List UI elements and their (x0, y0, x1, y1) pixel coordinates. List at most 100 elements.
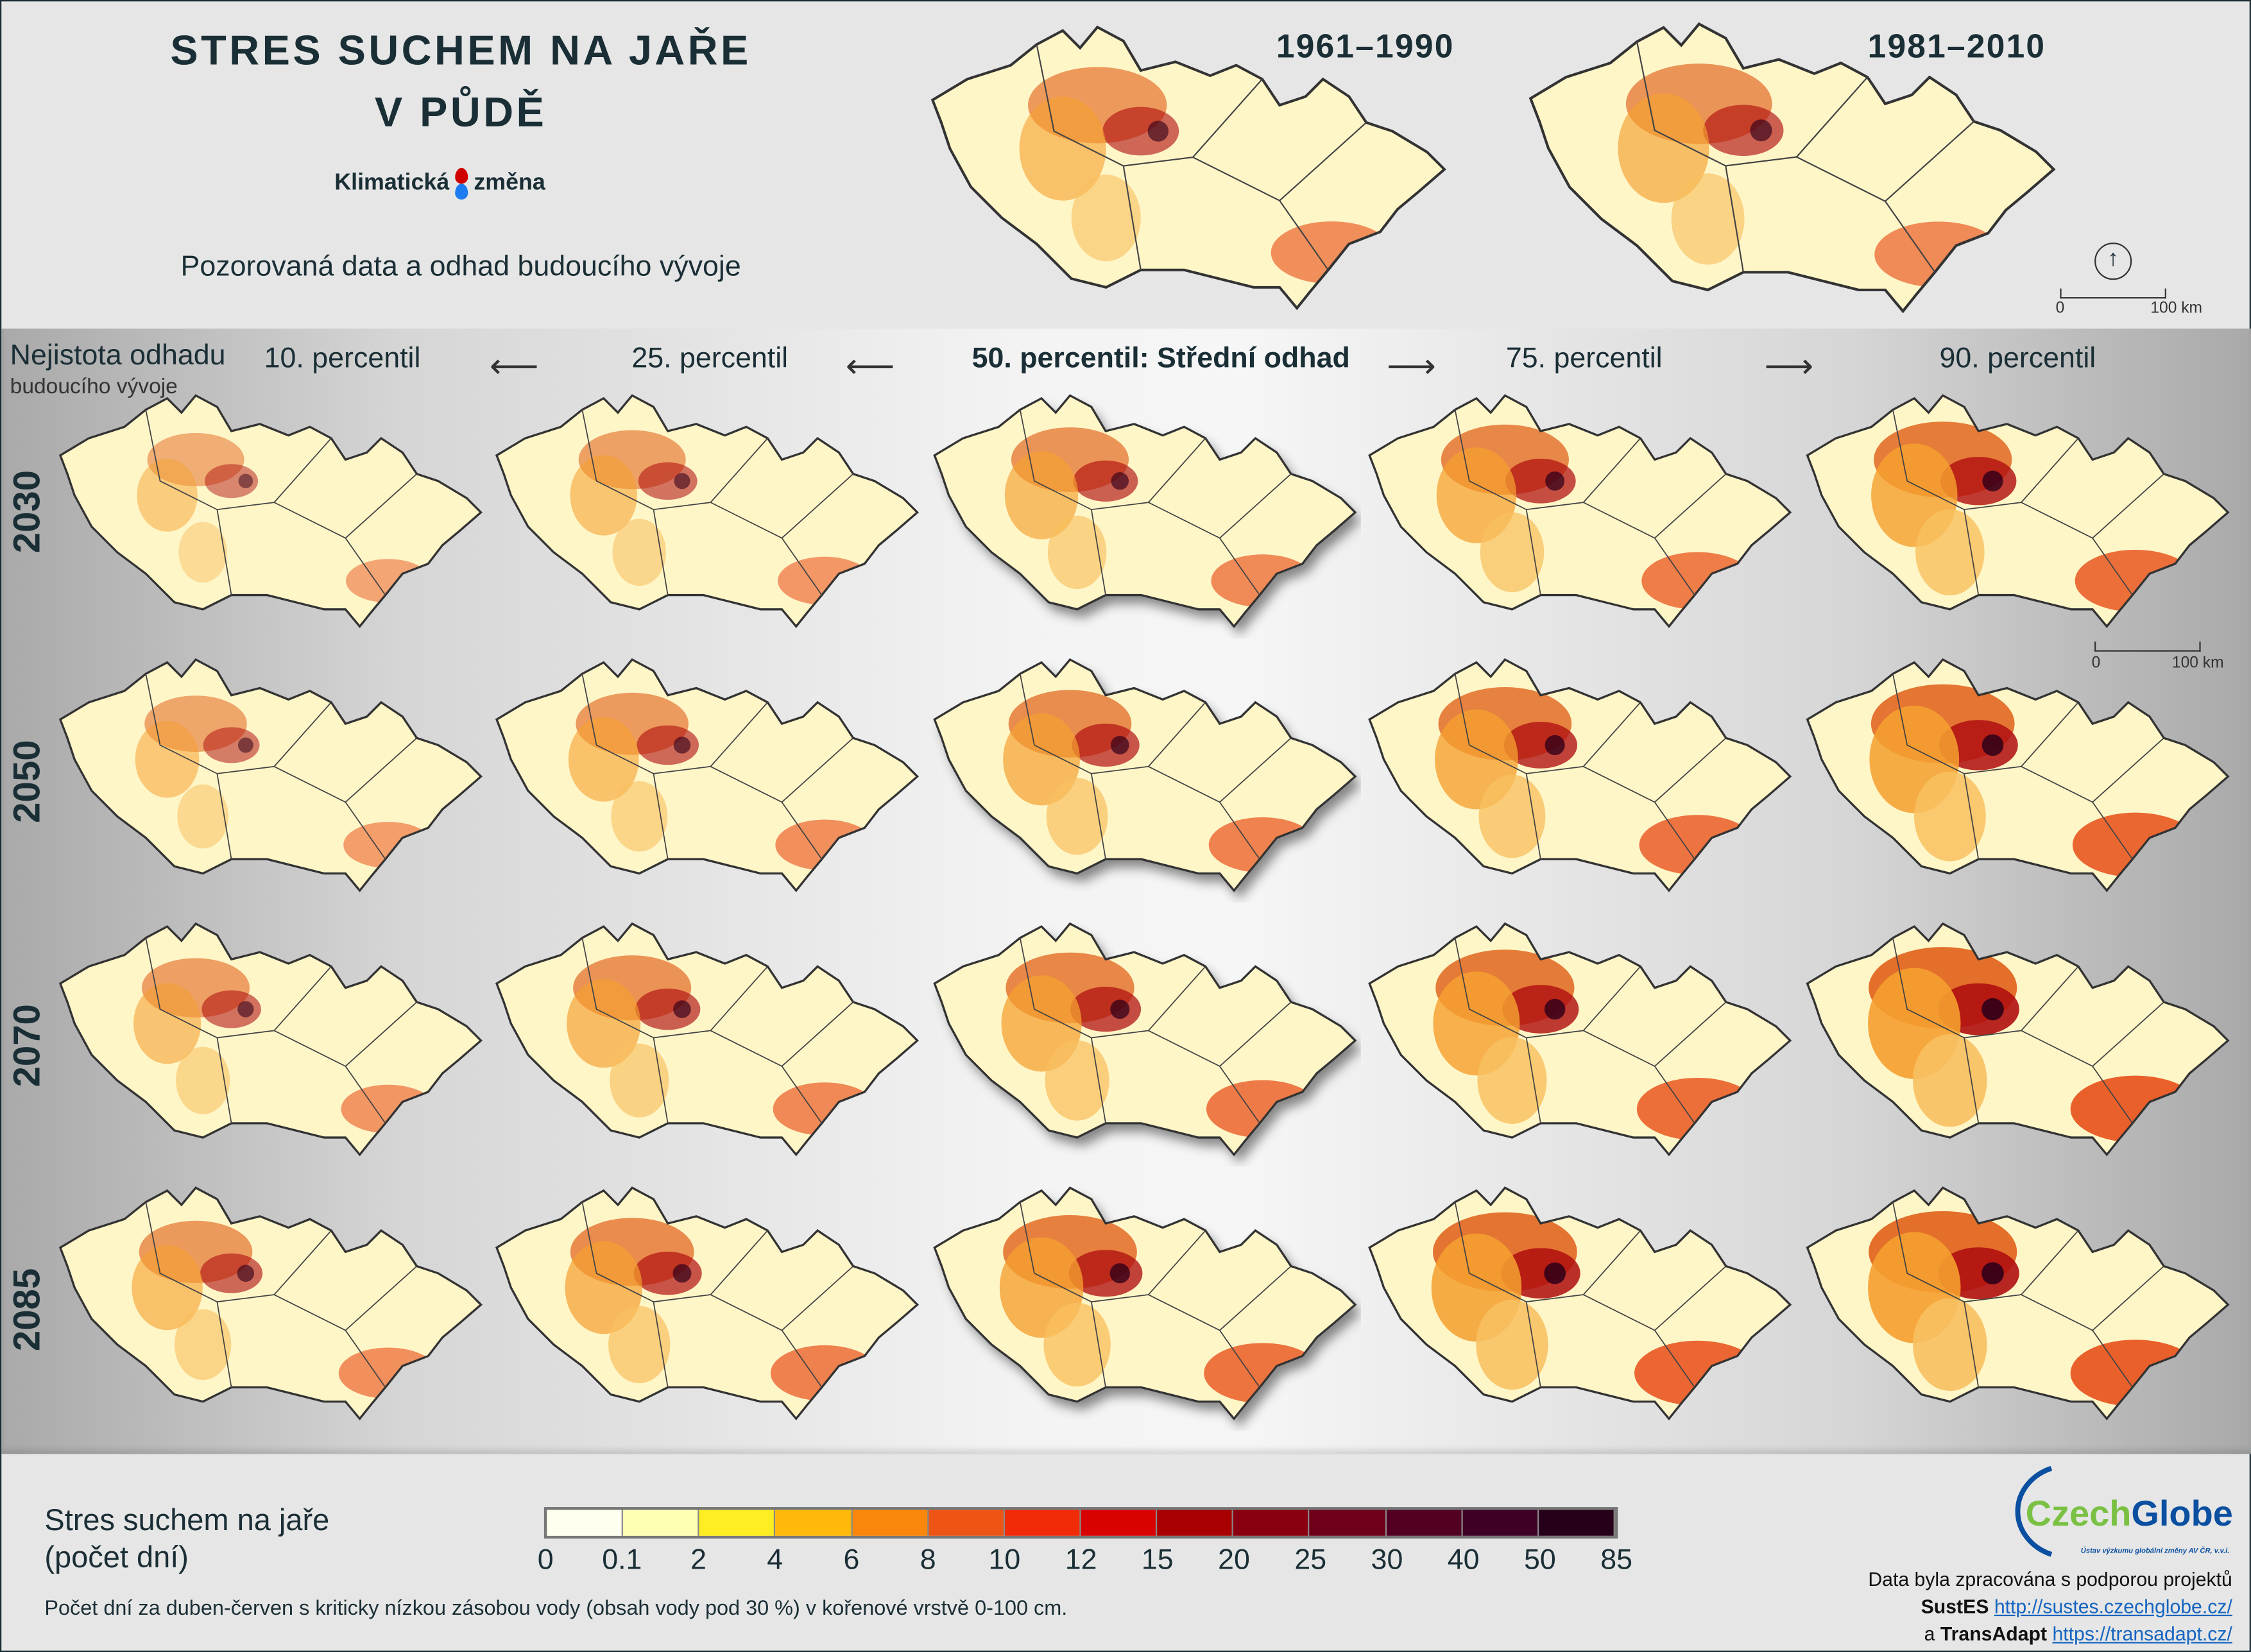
column-header-p75: 75. percentil (1505, 343, 1663, 375)
drought-hotspot (147, 432, 244, 487)
map-1961-1990 (927, 19, 1451, 320)
project-transadapt: TransAdapt (1940, 1623, 2048, 1645)
svg-text:CzechGlobe: CzechGlobe (2026, 1493, 2233, 1533)
period-label-1981-2010: 1981–2010 (1867, 27, 2046, 65)
row-label-2030: 2030 (4, 470, 48, 554)
drought-hotspot (565, 1241, 642, 1334)
drought-hotspot (176, 1046, 230, 1114)
drought-hotspot (612, 518, 667, 586)
drought-hotspot (608, 1306, 671, 1384)
drought-hotspot (343, 822, 433, 868)
drought-hotspot (637, 725, 699, 765)
drought-hotspot (1019, 96, 1106, 201)
colorbar-tick: 4 (767, 1544, 783, 1576)
credits: Data byla zpracována s podporou projektů… (1868, 1566, 2232, 1648)
drought-hotspot (1503, 722, 1578, 769)
region-borders (1454, 937, 1727, 1124)
drought-hotspot (1913, 1034, 1987, 1127)
drought-hotspot (611, 781, 668, 852)
drought-hotspot (1981, 998, 2004, 1021)
drought-hotspot (1102, 106, 1179, 156)
drought-hotspot (1045, 1040, 1109, 1121)
transadapt-link[interactable]: https://transadapt.cz/ (2052, 1623, 2232, 1645)
region-borders (1892, 937, 2164, 1124)
drought-hotspot (1071, 175, 1141, 262)
map-2030-p90 (1806, 394, 2229, 628)
drought-hotspot (1004, 451, 1079, 540)
drought-hotspot (237, 737, 253, 753)
column-header-p10: 10. percentil (264, 343, 421, 375)
north-arrow-icon: ↑ (2094, 243, 2132, 280)
drought-hotspot (132, 1245, 203, 1331)
map-2050-p75 (1368, 658, 1792, 892)
region-borders (1019, 1202, 1292, 1388)
colorbar-swatch (699, 1510, 776, 1536)
drought-hotspot (1981, 1262, 2004, 1285)
row-label-2085: 2085 (4, 1268, 48, 1352)
sustes-link[interactable]: http://sustes.czechglobe.cz/ (1994, 1596, 2232, 1618)
drought-hotspot (770, 1345, 879, 1401)
drought-hotspot (638, 462, 698, 500)
period-label-1961-1990: 1961–1990 (1276, 27, 1455, 65)
map-2050-p50 (933, 658, 1357, 892)
drought-hotspot (203, 727, 260, 763)
drought-hotspot (1480, 512, 1545, 593)
drought-hotspot (1070, 987, 1142, 1032)
drought-hotspot (177, 784, 229, 849)
colorbar-tick: 30 (1371, 1544, 1403, 1576)
colorbar-swatch (1004, 1510, 1081, 1536)
drought-hotspot (1874, 221, 2003, 287)
arrow-left-icon: ⟵ (489, 347, 539, 386)
colorbar-tick: 10 (988, 1544, 1021, 1576)
conjunction: a (1924, 1623, 1935, 1645)
colorbar-swatch (928, 1510, 1005, 1536)
colorbar-swatch (1538, 1510, 1615, 1536)
region-borders (581, 937, 854, 1124)
colorbar-swatch (1233, 1510, 1310, 1536)
drought-hotspot (633, 1251, 702, 1295)
map-2085-p75 (1368, 1186, 1792, 1420)
drought-hotspot (1003, 713, 1080, 806)
colorbar-swatch (1310, 1510, 1387, 1536)
colorbar-tick: 85 (1600, 1544, 1632, 1576)
drought-hotspot (1043, 1302, 1111, 1387)
drought-hotspot (237, 1265, 255, 1282)
colorbar-tick: 8 (920, 1544, 936, 1576)
drought-hotspot (672, 1264, 692, 1283)
drought-hotspot (338, 1347, 438, 1399)
drought-hotspot (1618, 93, 1709, 203)
region-borders (1892, 674, 2164, 860)
drought-hotspot (778, 556, 872, 605)
drought-hotspot (1204, 1343, 1321, 1404)
drought-hotspot (133, 983, 201, 1064)
drought-hotspot (1046, 778, 1108, 855)
brand-left: Klimatická (334, 171, 450, 196)
drought-hotspot (1915, 509, 1985, 596)
region-borders (1636, 41, 1974, 273)
page-title: STRES SUCHEM NA JAŘE V PŮDĚ (116, 22, 805, 145)
drought-hotspot (238, 473, 253, 489)
region-borders (1892, 409, 2164, 596)
region-borders (1036, 44, 1367, 271)
drought-hotspot (1111, 472, 1129, 490)
drought-hotspot (201, 990, 261, 1028)
column-header-p25: 25. percentil (631, 343, 789, 375)
colorbar-swatch (623, 1510, 700, 1536)
region-borders (581, 674, 854, 860)
arrow-left-icon: ⟵ (845, 347, 895, 386)
drought-hotspot (1544, 1262, 1566, 1284)
region-borders (581, 409, 854, 596)
colorbar-tick: 20 (1218, 1544, 1250, 1576)
colorbar-tick: 25 (1294, 1544, 1327, 1576)
map-2070-p25 (495, 923, 919, 1156)
drought-hotspot (673, 1000, 691, 1018)
colorbar-tick: 40 (1447, 1544, 1480, 1576)
brand-right: změna (474, 171, 545, 196)
colorbar-tick: 50 (1523, 1544, 1556, 1576)
colorbar-swatch (776, 1510, 852, 1536)
drought-hotspot (773, 1082, 877, 1136)
project-sustes: SustES (1921, 1596, 1989, 1618)
map-2085-p90 (1806, 1186, 2229, 1420)
drought-hotspot (775, 819, 875, 871)
